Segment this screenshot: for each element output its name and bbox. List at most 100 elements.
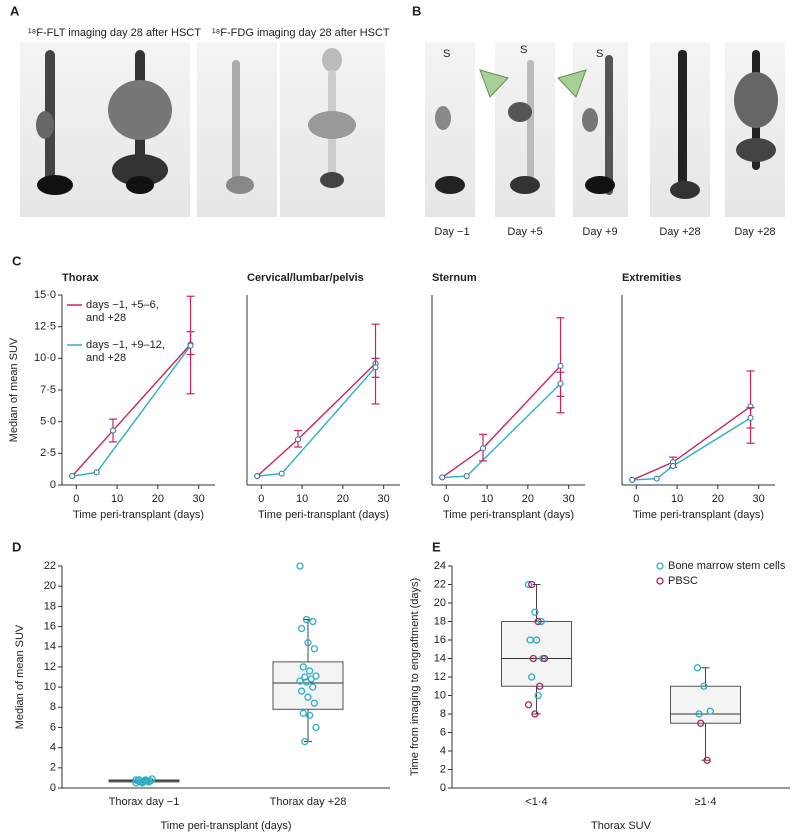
x-tick-label: 0 <box>633 493 639 505</box>
data-point <box>693 664 702 672</box>
legend-swatch <box>656 562 664 570</box>
y-tick-label: 12 <box>44 661 56 673</box>
data-point <box>301 737 309 746</box>
data-point <box>310 699 319 707</box>
image-day-label: Day +5 <box>507 226 542 238</box>
data-point <box>439 474 446 481</box>
x-tick-label: 10 <box>296 493 308 505</box>
data-point <box>532 636 541 644</box>
data-point <box>695 710 703 718</box>
x-tick-label: 0 <box>443 493 449 505</box>
series-line <box>442 383 562 479</box>
data-point <box>697 719 705 727</box>
x-tick-label: 10 <box>481 493 493 505</box>
data-point <box>69 473 76 480</box>
data-point <box>537 617 545 626</box>
y-tick-label: 0 <box>50 479 56 491</box>
data-point <box>536 682 544 690</box>
chart-title: Extremities <box>622 272 681 284</box>
data-point <box>302 678 311 686</box>
image-marker: S <box>520 44 527 56</box>
image-caption: ¹⁸F-FDG imaging day 28 after HSCT <box>212 27 390 39</box>
y-tick-label: 10 <box>434 689 446 701</box>
x-tick-label: 30 <box>563 493 575 505</box>
data-point <box>254 473 261 480</box>
x-tick-label: ≥1·4 <box>695 796 717 808</box>
data-point <box>703 756 711 764</box>
image-marker: S <box>596 48 603 60</box>
data-point <box>297 624 306 633</box>
x-tick-label: 0 <box>73 493 79 505</box>
y-tick-label: 2·5 <box>40 447 56 459</box>
data-point <box>700 682 708 690</box>
pet-images <box>425 42 785 217</box>
y-tick-label: 0 <box>440 782 446 794</box>
x-tick-label: <1·4 <box>525 796 547 808</box>
series-line <box>632 417 751 481</box>
data-point <box>278 470 285 477</box>
legend-label: Bone marrow stem cells <box>668 560 786 572</box>
data-point <box>309 683 317 691</box>
y-tick-label: 15·0 <box>34 289 56 301</box>
image-day-label: Day +28 <box>734 226 775 238</box>
legend-label: PBSC <box>668 575 698 587</box>
data-point <box>534 617 542 626</box>
box <box>670 685 741 724</box>
panel-letter: D <box>12 539 21 554</box>
legend-swatch <box>656 577 664 585</box>
data-point <box>305 711 314 719</box>
x-axis-label: Time peri-transplant (days) <box>633 509 764 521</box>
data-point <box>302 615 311 624</box>
data-point <box>146 777 155 785</box>
x-tick-label: Thorax day −1 <box>109 796 180 808</box>
data-point <box>463 473 470 480</box>
data-point <box>312 723 320 732</box>
chart-title: Sternum <box>432 272 477 284</box>
y-axis-label: Time from imaging to engraftment (days) <box>409 578 421 776</box>
data-point <box>531 608 539 616</box>
data-point <box>304 639 312 647</box>
box <box>272 661 344 710</box>
x-tick-label: 20 <box>337 493 349 505</box>
image-marker: S <box>443 48 450 60</box>
legend-entry: days −1, +5–6, and +28 <box>86 299 159 324</box>
arrowhead <box>479 69 509 98</box>
y-tick-label: 4 <box>440 745 446 757</box>
x-axis-label: Time peri-transplant (days) <box>160 820 291 832</box>
pet-images <box>20 42 385 217</box>
data-point <box>304 693 312 701</box>
data-point <box>480 445 486 452</box>
x-tick-label: 30 <box>753 493 765 505</box>
panel-letter: E <box>432 539 441 554</box>
data-point <box>528 673 536 681</box>
y-tick-label: 0 <box>50 782 56 794</box>
data-point <box>305 667 314 675</box>
data-point <box>528 580 536 589</box>
data-point <box>299 709 307 717</box>
x-tick-label: Thorax day +28 <box>270 796 347 808</box>
legend-label: days −1, +9–12, and +28 <box>86 339 165 364</box>
panel-letter: B <box>412 3 421 18</box>
data-point <box>534 691 542 700</box>
y-tick-label: 7·5 <box>40 384 56 396</box>
series-line <box>631 405 751 481</box>
y-tick-label: 16 <box>434 634 446 646</box>
x-tick-label: 0 <box>258 493 264 505</box>
y-tick-label: 22 <box>44 560 56 572</box>
x-tick-label: 30 <box>378 493 390 505</box>
x-axis-label: Time peri-transplant (days) <box>73 509 204 521</box>
x-tick-label: 30 <box>193 493 205 505</box>
data-point <box>297 687 306 695</box>
data-point <box>531 710 539 718</box>
image-day-label: Day +28 <box>659 226 700 238</box>
x-tick-label: 10 <box>671 493 683 505</box>
data-point <box>524 701 533 709</box>
data-point <box>557 362 564 369</box>
y-tick-label: 14 <box>44 641 56 653</box>
data-point <box>653 475 660 482</box>
x-axis-label: Time peri-transplant (days) <box>443 509 574 521</box>
image-day-label: Day −1 <box>434 226 469 238</box>
panel-letter: C <box>12 253 22 268</box>
y-tick-label: 2 <box>50 762 56 774</box>
y-tick-label: 22 <box>434 578 446 590</box>
